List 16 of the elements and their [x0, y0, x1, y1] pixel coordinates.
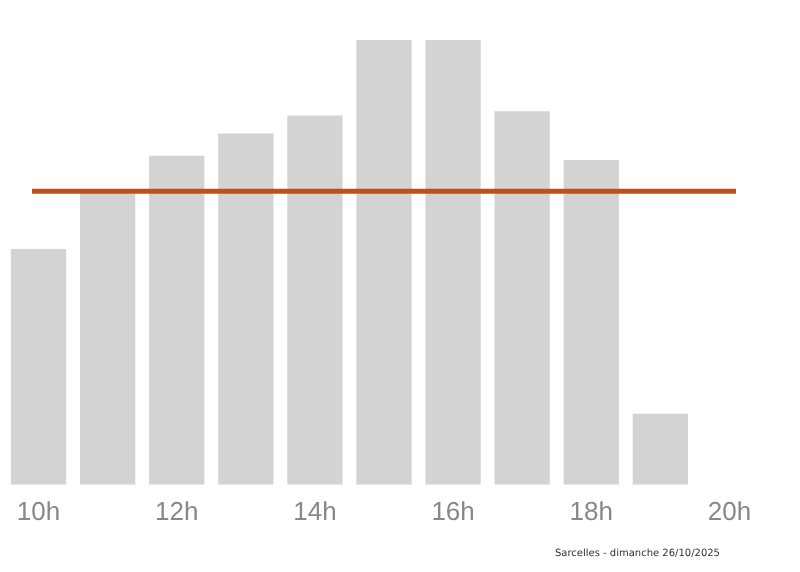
x-tick-label: 14h: [293, 495, 337, 526]
bar: [632, 413, 688, 485]
x-tick-label: 12h: [155, 495, 199, 526]
bar: [218, 133, 274, 485]
bar: [356, 40, 412, 485]
bar: [494, 111, 550, 485]
bar: [10, 249, 67, 485]
bar: [149, 155, 205, 485]
x-tick-label: 20h: [707, 495, 752, 526]
bar: [80, 191, 136, 485]
bar: [287, 115, 343, 485]
x-tick-label: 18h: [569, 495, 613, 526]
bar: [425, 40, 481, 485]
x-tick-label: 16h: [431, 495, 475, 526]
bar: [563, 160, 619, 485]
x-tick-label: 10h: [16, 495, 61, 526]
